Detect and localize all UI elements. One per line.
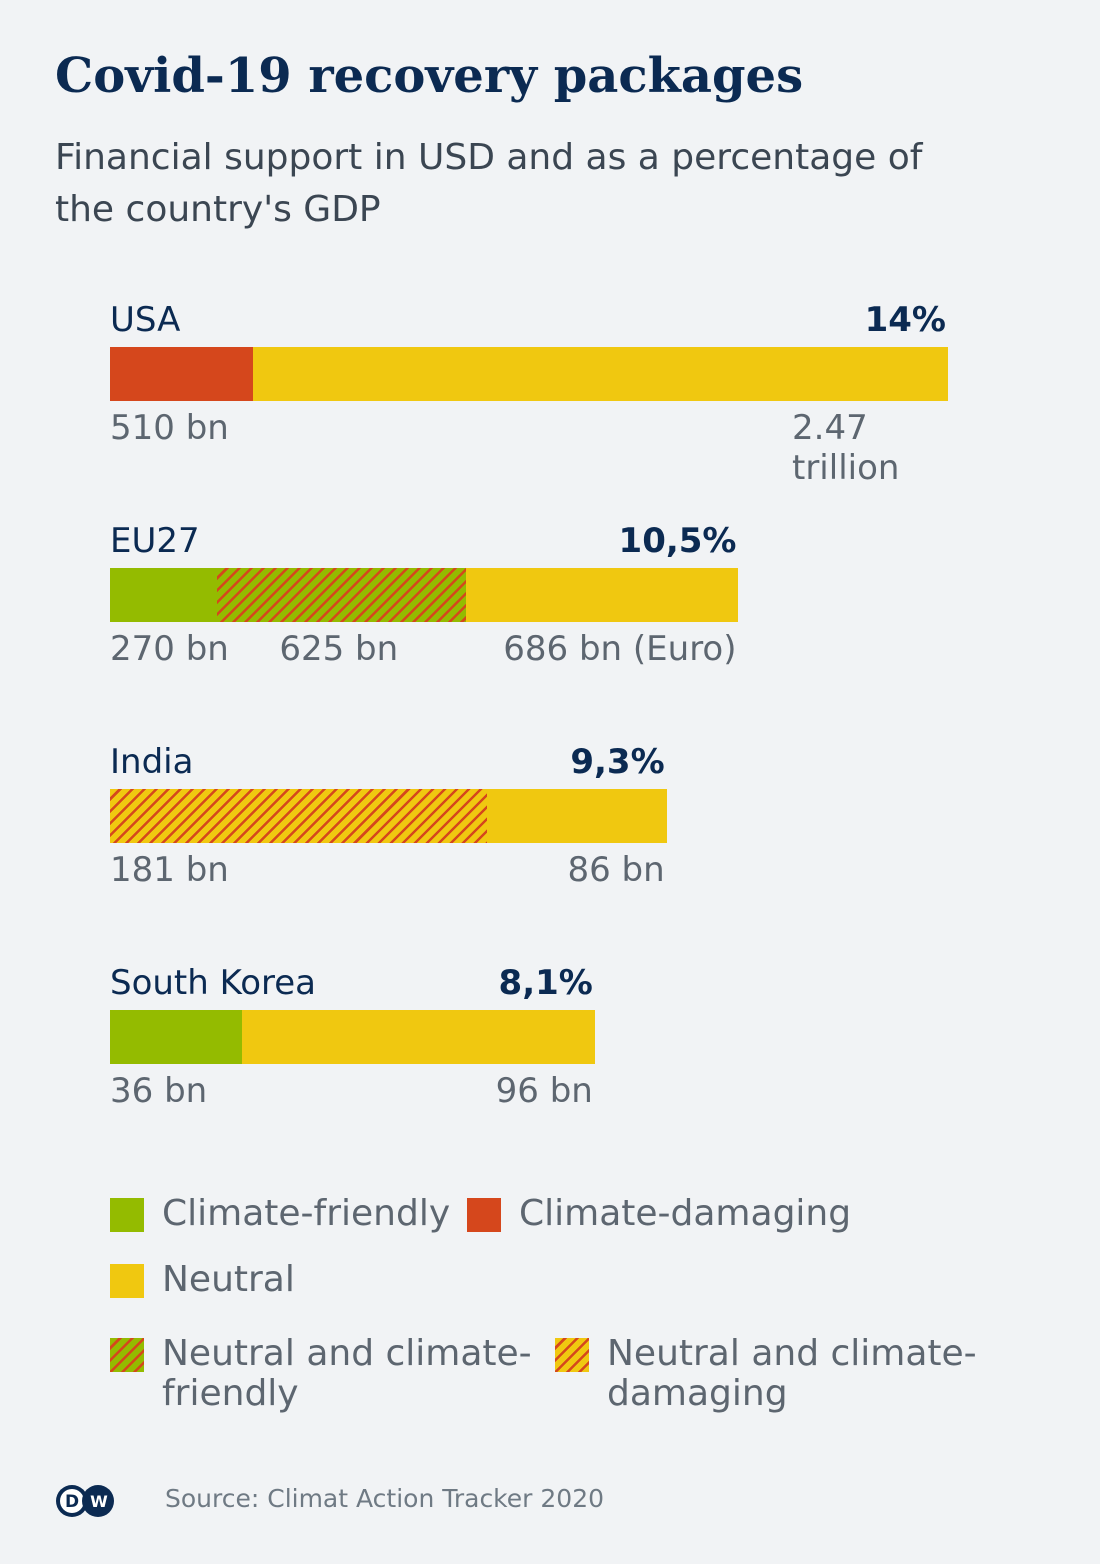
value-label: 686 bn (Euro)	[503, 629, 737, 669]
value-label: 625 bn	[279, 629, 399, 669]
svg-text:D: D	[65, 1492, 79, 1512]
bar-india	[110, 789, 667, 843]
bar-segment-climate-friendly	[110, 1010, 243, 1064]
legend-label-line: Neutral	[162, 1259, 295, 1300]
source-note: Source: Climat Action Tracker 2020	[165, 1484, 605, 1513]
value-label: 96 bn	[495, 1071, 593, 1111]
bar-segment-neutral-and-climate-damaging	[110, 789, 488, 843]
country-label: India	[110, 742, 194, 782]
percent-label: 14%	[864, 300, 946, 340]
chart-title: Covid-19 recovery packages	[55, 48, 804, 104]
value-label: 270 bn	[110, 629, 229, 669]
bar-eu27	[110, 568, 739, 622]
legend-swatch	[467, 1198, 501, 1232]
chart-subtitle: Financial support in USD and as a percen…	[55, 137, 923, 230]
dw-logo: D W	[56, 1485, 114, 1517]
value-label: 181 bn	[110, 850, 229, 890]
legend-label-line: Climate-damaging	[519, 1193, 852, 1234]
bar-south-korea	[110, 1010, 595, 1064]
percent-label: 8,1%	[498, 963, 593, 1003]
country-label: USA	[110, 300, 181, 340]
value-label: 86 bn	[567, 850, 665, 890]
bar-segment-climate-friendly	[110, 568, 218, 622]
svg-text:W: W	[90, 1492, 108, 1511]
value-label: 510 bn	[110, 408, 229, 448]
legend-label: Neutral and climate-friendly	[162, 1334, 532, 1414]
bar-segment-neutral	[253, 347, 948, 401]
legend-swatch	[110, 1264, 144, 1298]
legend-label: Climate-damaging	[519, 1194, 851, 1234]
legend-label-line: Neutral and climate-	[607, 1333, 977, 1374]
legend-label-line: Neutral and climate-	[162, 1333, 532, 1374]
value-label: 2.47 trillion	[792, 408, 900, 488]
legend-label-line: friendly	[162, 1373, 299, 1414]
bar-segment-neutral	[242, 1010, 595, 1064]
value-label: 36 bn	[110, 1071, 208, 1111]
legend-label-line: damaging	[607, 1373, 788, 1414]
percent-label: 10,5%	[618, 521, 737, 561]
bar-segment-neutral	[487, 789, 667, 843]
legend-label: Neutral and climate-damaging	[607, 1334, 977, 1414]
bar-segment-neutral-and-climate-friendly	[217, 568, 466, 622]
bar-usa	[110, 347, 948, 401]
bar-segment-neutral	[465, 568, 739, 622]
legend-label: Climate-friendly	[162, 1194, 450, 1234]
legend-swatch	[110, 1198, 144, 1232]
country-label: EU27	[110, 521, 200, 561]
country-label: South Korea	[110, 963, 317, 1003]
legend-label-line: Climate-friendly	[162, 1193, 451, 1234]
legend-swatch	[110, 1338, 144, 1372]
percent-label: 9,3%	[570, 742, 665, 782]
legend-label: Neutral	[162, 1260, 295, 1300]
legend-swatch	[555, 1338, 589, 1372]
bar-segment-climate-damaging	[110, 347, 254, 401]
